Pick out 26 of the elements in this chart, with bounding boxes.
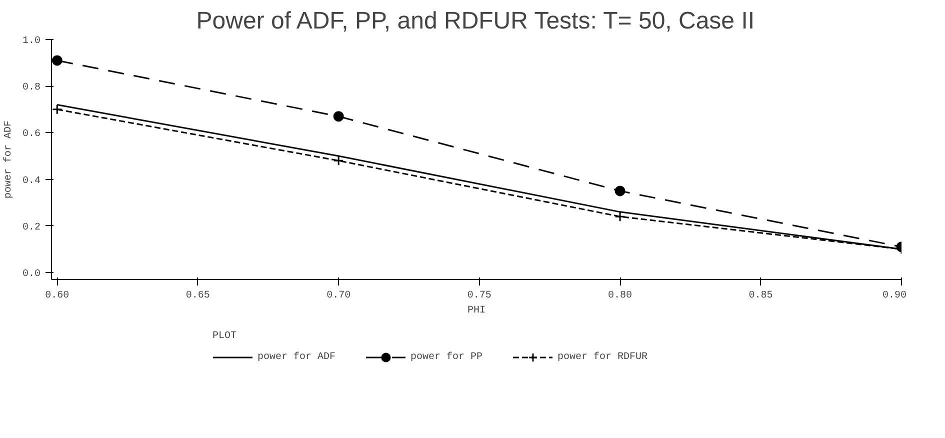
y-tick-label: 0.0: [22, 269, 41, 280]
x-tick-label: 0.85: [748, 290, 773, 302]
x-tick-label: 0.80: [608, 290, 632, 302]
point: [52, 104, 62, 115]
y-tick-label: 0.2: [22, 222, 41, 234]
point: [52, 55, 62, 66]
legend-label: power for RDFUR: [557, 352, 648, 362]
y-axis-title: power for ADF: [2, 120, 14, 199]
legend-title: PLOT: [212, 331, 238, 342]
x-tick-label: 0.75: [467, 290, 492, 302]
y-tick-label: 0.8: [22, 82, 41, 94]
legend-label: power for PP: [410, 352, 482, 362]
chart-title: Power of ADF, PP, and RDFUR Tests: T= 50, Case II: [196, 8, 755, 34]
x-tick-label: 0.90: [882, 290, 907, 302]
legend-label: power for ADF: [257, 352, 336, 362]
y-tick-label: 1.0: [22, 36, 41, 47]
x-tick-label: 0.70: [326, 290, 351, 302]
y-tick-label: 0.4: [22, 176, 41, 187]
x-tick-label: 0.65: [186, 290, 210, 302]
point: [333, 155, 344, 166]
x-axis-title: PHI: [468, 306, 486, 316]
point: [614, 186, 626, 196]
point: [614, 211, 626, 222]
x-tick-label: 0.60: [45, 290, 70, 302]
y-tick-label: 0.6: [22, 129, 41, 140]
point: [333, 111, 344, 122]
